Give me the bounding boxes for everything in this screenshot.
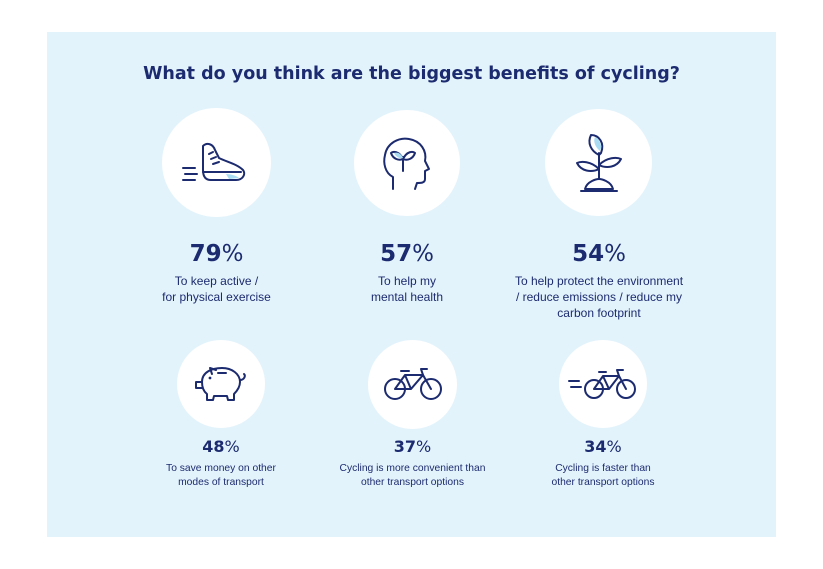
benefit-label: To help protect the environment / reduce… — [514, 274, 684, 321]
benefit-percentage: 48% — [202, 437, 240, 456]
benefit-label: To save money on other modes of transpor… — [166, 463, 276, 488]
head-sprout-icon — [354, 110, 460, 216]
benefit-percentage: 57% — [380, 241, 434, 267]
benefit-label: Cycling is more convenient than other tr… — [339, 463, 486, 488]
benefit-percentage: 79% — [189, 241, 244, 267]
plant-icon — [545, 109, 652, 216]
benefit-percentage: 34% — [584, 437, 622, 456]
benefit-percentage: 37% — [393, 437, 432, 456]
benefit-label: Cycling is faster than other transport o… — [551, 463, 655, 488]
bicycle-icon — [368, 340, 457, 429]
benefit-label: To help my mental health — [370, 274, 444, 305]
benefit-percentage: 54% — [572, 241, 626, 267]
running-shoe-icon — [162, 108, 271, 217]
piggy-bank-icon — [177, 340, 265, 428]
chart-title: What do you think are the biggest benefi… — [143, 64, 680, 84]
fast-bicycle-icon — [559, 340, 647, 428]
benefit-label: To keep active / for physical exercise — [162, 274, 271, 305]
